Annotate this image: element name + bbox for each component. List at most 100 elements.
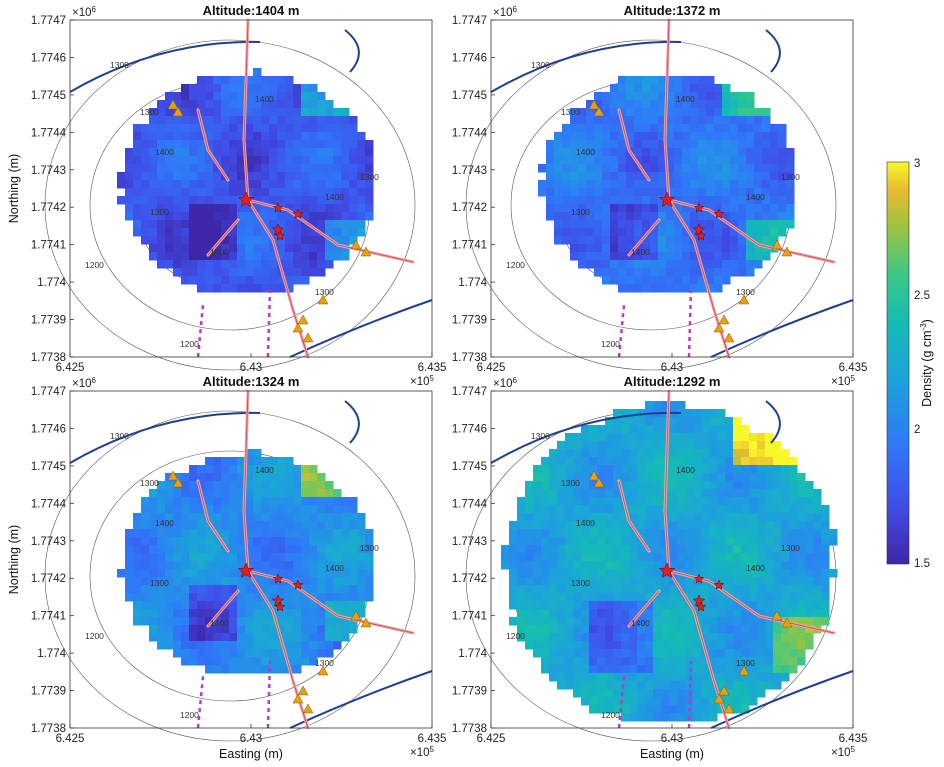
x-tick-label: 6.43 (240, 733, 262, 745)
vent-marker (588, 99, 600, 110)
road (196, 675, 205, 729)
fissure-core (243, 19, 249, 201)
fault-line (490, 411, 682, 464)
crater-star (292, 208, 304, 219)
fissure-core (247, 199, 309, 358)
y-axis-label: Northing (m) (7, 525, 21, 594)
contour-label: 1400 (576, 518, 595, 528)
contour-label: 1300 (561, 107, 580, 117)
fissure-core (618, 109, 650, 181)
crater-star (695, 601, 707, 612)
y-tick-label: 1.7743 (452, 165, 487, 177)
crater-star (713, 208, 725, 219)
crater-star (658, 191, 676, 208)
contour-label: 1400 (746, 563, 765, 573)
colorbar-tick-1.5: 1.5 (914, 558, 930, 570)
vent-marker (738, 665, 750, 676)
y-tick-label: 1.7739 (452, 315, 487, 327)
y-tick-label: 1.7744 (452, 127, 488, 139)
contour-label: 1300 (781, 543, 800, 553)
x-exponent: ×105 (410, 374, 435, 388)
vent-marker (781, 246, 793, 257)
vent-marker (771, 610, 783, 621)
crater-star (692, 223, 706, 236)
y-tick-label: 1.7742 (452, 202, 487, 214)
y-tick-label: 1.774 (458, 648, 487, 660)
y-tick-label: 1.7743 (452, 536, 487, 548)
fissure-core (628, 219, 660, 256)
road (617, 675, 626, 729)
x-exponent: ×105 (831, 745, 856, 759)
density-map (117, 449, 374, 674)
fissure-core (247, 570, 414, 634)
y-exponent: ×106 (493, 5, 518, 19)
x-tick-label: 6.43 (240, 362, 262, 374)
density-map (117, 68, 374, 293)
contour-label: 1400 (325, 563, 344, 573)
y-tick-label: 1.7745 (31, 461, 66, 473)
contour-label: 1200 (506, 631, 525, 641)
x-exponent: ×105 (831, 374, 856, 388)
road (617, 304, 626, 358)
vent-marker (723, 332, 735, 343)
crater-star (237, 191, 255, 208)
contour-label: 1400 (325, 192, 344, 202)
x-tick-label: 6.43 (661, 733, 683, 745)
vent-marker (350, 610, 362, 621)
fissure-core (207, 219, 239, 256)
vent-marker (172, 477, 184, 488)
vent-marker (771, 239, 783, 250)
contour-label: 1300 (140, 478, 159, 488)
y-tick-label: 1.7746 (452, 423, 487, 435)
x-tick-label: 6.425 (56, 733, 85, 745)
fault-line (69, 411, 261, 464)
fault-line (765, 29, 781, 73)
contour-label: 1300 (561, 478, 580, 488)
vent-marker (713, 693, 725, 704)
crater-star (695, 230, 707, 241)
contour-label: 1300 (571, 207, 590, 217)
y-tick-label: 1.7738 (31, 723, 66, 735)
panel-2: 1300 1300 1400 1400 1400 1300 1300 1400 1200 1300… (452, 3, 868, 388)
contour-label: 1300 (571, 578, 590, 588)
contour-label: 1300 (736, 287, 755, 297)
fissure-core (197, 109, 229, 181)
contour-label: 1300 (360, 543, 379, 553)
fault-line (490, 40, 682, 93)
fissure-core (243, 390, 249, 572)
y-tick-label: 1.774 (458, 277, 487, 289)
colorbar-gradient (886, 161, 910, 565)
panel-4: 1300 1300 1400 1400 1400 1300 1300 1400 1200 1300… (452, 374, 868, 761)
contour-label: 1400 (210, 618, 229, 628)
contour-line (465, 39, 837, 371)
contour-label: 1300 (315, 658, 334, 668)
y-tick-label: 1.7739 (31, 315, 66, 327)
x-exponent: ×105 (410, 745, 435, 759)
vent-marker (718, 314, 730, 325)
colorbar-tick-2: 2 (914, 424, 920, 436)
y-tick-label: 1.7744 (452, 498, 488, 510)
contour-label: 1400 (576, 147, 595, 157)
fissure-core (197, 480, 229, 552)
vent-marker (718, 685, 730, 696)
vent-marker (360, 617, 372, 628)
contour-label: 1400 (255, 94, 274, 104)
y-tick-label: 1.7744 (31, 127, 67, 139)
contour-label: 1200 (85, 631, 104, 641)
y-tick-label: 1.7745 (31, 90, 66, 102)
road (266, 289, 272, 358)
fault-line (344, 29, 360, 73)
contour-label: 1300 (110, 431, 129, 441)
fissure-core (628, 590, 660, 627)
y-exponent: ×106 (72, 5, 97, 19)
fissure-core (668, 570, 835, 634)
crater-star (292, 579, 304, 590)
vent-marker (593, 106, 605, 117)
y-tick-label: 1.7742 (452, 573, 487, 585)
contour-label: 1200 (506, 260, 525, 270)
colorbar-label: Density (g cm-3) (919, 319, 934, 407)
y-tick-label: 1.7743 (31, 536, 66, 548)
x-tick-label: 6.435 (418, 733, 447, 745)
panels-group: 1300 1300 1400 1400 1400 1300 1300 1400 1200 1300… (7, 3, 867, 761)
